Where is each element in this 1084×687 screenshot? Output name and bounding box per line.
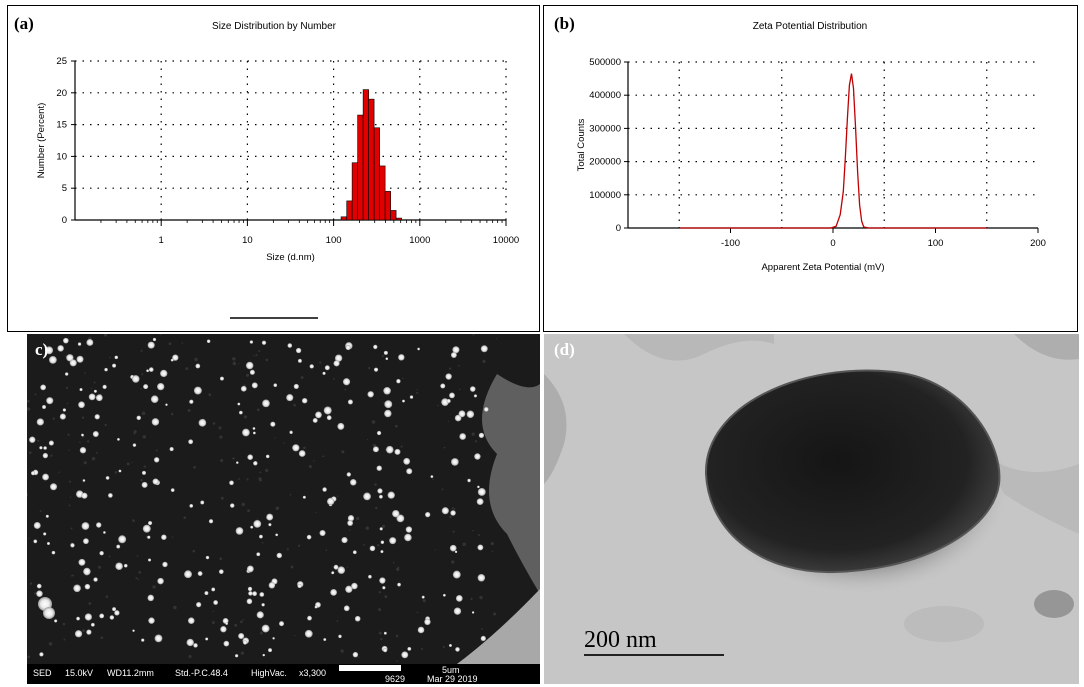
chart-b-xlabel: Apparent Zeta Potential (mV) [761, 262, 884, 273]
tem-scale-label: 200 nm [584, 627, 657, 653]
chart-a-ylabel: Number (Percent) [36, 103, 47, 179]
sem-scale-label: 5um [442, 665, 460, 675]
chart-b-xtick-label: 200 [1030, 238, 1046, 249]
sem-working-distance: WD11.2mm [107, 668, 154, 678]
panel-c-sem-image: c) SED 15.0kV WD11.2mm Std.-P.C.48.4 Hig… [27, 334, 540, 684]
chart-a-bar-7 [379, 165, 386, 221]
panel-c-letter: c) [35, 340, 49, 359]
panel-b-zeta-potential: (b) Zeta Potential Distribution Apparent … [543, 5, 1078, 332]
chart-a-bar-2 [351, 162, 358, 221]
chart-a-xtick-label: 100 [326, 235, 342, 246]
chart-a-bar-5 [368, 98, 375, 221]
chart-b-ytick-label: 500000 [589, 57, 621, 68]
chart-a-bar-9 [390, 210, 397, 221]
sem-detector: SED [33, 668, 52, 678]
chart-a-ytick-label: 10 [56, 151, 67, 162]
chart-b-ytick-label: 100000 [589, 190, 621, 201]
size-distribution-chart: Size Distribution by Number Size (d.nm) Nu… [36, 21, 519, 319]
sem-scale-bar [339, 665, 401, 671]
sem-magnification: x3,300 [299, 668, 327, 678]
chart-a-title: Size Distribution by Number [212, 21, 337, 32]
sem-image-number: 9629 [385, 674, 406, 684]
chart-a-bar-8 [384, 191, 391, 221]
chart-a-bar-6 [373, 127, 380, 221]
chart-a-bar-0 [340, 216, 348, 221]
chart-a-xlabel: Size (d.nm) [266, 252, 315, 263]
tem-micrograph [544, 334, 1079, 684]
zeta-potential-chart: Zeta Potential Distribution Apparent Zeta… [576, 21, 1046, 273]
sem-info-bar: SED 15.0kV WD11.2mm Std.-P.C.48.4 HighVa… [27, 664, 540, 684]
chart-b-title: Zeta Potential Distribution [753, 21, 868, 32]
chart-b-ytick-label: 400000 [589, 90, 621, 101]
panel-a-letter: (a) [14, 14, 34, 33]
chart-a-ytick-label: 0 [62, 215, 67, 226]
chart-a-xtick-label: 1000 [409, 235, 430, 246]
panel-b-letter: (b) [554, 14, 575, 33]
sem-voltage: 15.0kV [65, 668, 94, 678]
panel-d-letter: (d) [554, 340, 575, 359]
chart-a-bar-1 [346, 200, 353, 221]
chart-b-xtick-label: -100 [721, 238, 740, 249]
chart-a-ytick-label: 15 [56, 120, 67, 131]
chart-a-ytick-label: 5 [62, 183, 67, 194]
chart-b-xtick-label: 100 [928, 238, 944, 249]
panel-d-tem-image: (d) 200 nm [544, 334, 1079, 684]
chart-a-ytick-label: 20 [56, 88, 67, 99]
sem-date: Mar 29 2019 [427, 674, 478, 684]
chart-a-xtick-label: 10 [242, 235, 253, 246]
chart-b-ytick-label: 200000 [589, 157, 621, 168]
chart-a-ytick-label: 25 [56, 56, 67, 67]
chart-b-xtick-label: 0 [830, 238, 835, 249]
panel-a-size-distribution: (a) Size Distribution by Number Size (d.n… [7, 5, 540, 332]
chart-b-ylabel: Total Counts [576, 118, 587, 171]
sem-probe-current: Std.-P.C.48.4 [175, 668, 228, 678]
chart-a-xtick-label: 1 [159, 235, 164, 246]
chart-b-ytick-label: 300000 [589, 123, 621, 134]
sem-micrograph [27, 334, 540, 664]
chart-a-bar-10 [395, 217, 402, 221]
chart-b-series-line [679, 73, 987, 229]
chart-a-xtick-label: 10000 [493, 235, 519, 246]
chart-a-bar-4 [362, 89, 369, 221]
sem-vacuum-mode: HighVac. [251, 668, 287, 678]
chart-b-ytick-label: 0 [616, 223, 621, 234]
chart-a-bar-3 [357, 114, 364, 221]
